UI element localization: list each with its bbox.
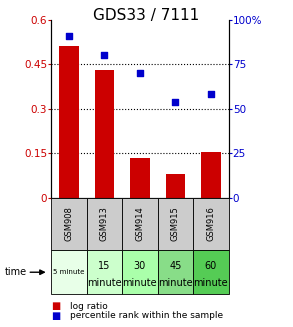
Text: GSM915: GSM915 xyxy=(171,207,180,241)
Text: time: time xyxy=(4,267,27,277)
Point xyxy=(102,53,107,58)
Bar xyxy=(193,198,229,250)
Point xyxy=(209,92,213,97)
Point xyxy=(67,33,71,38)
Text: GDS33 / 7111: GDS33 / 7111 xyxy=(93,8,200,23)
Point xyxy=(138,70,142,76)
Text: GSM914: GSM914 xyxy=(135,207,144,241)
Bar xyxy=(166,174,185,198)
Text: GSM913: GSM913 xyxy=(100,207,109,241)
Text: 5 minute: 5 minute xyxy=(53,269,85,275)
Text: 15: 15 xyxy=(98,261,111,271)
Text: 60: 60 xyxy=(205,261,217,271)
Bar xyxy=(122,250,158,294)
Bar xyxy=(87,198,122,250)
Text: ■: ■ xyxy=(51,311,61,320)
Text: ■: ■ xyxy=(51,301,61,311)
Text: 45: 45 xyxy=(169,261,182,271)
Bar xyxy=(193,250,229,294)
Bar xyxy=(122,198,158,250)
Bar xyxy=(59,46,79,198)
Text: 30: 30 xyxy=(134,261,146,271)
Point xyxy=(173,99,178,104)
Bar xyxy=(51,198,87,250)
Bar xyxy=(95,70,114,198)
Bar xyxy=(51,250,87,294)
Bar xyxy=(130,158,150,198)
Bar xyxy=(158,198,193,250)
Bar xyxy=(158,250,193,294)
Text: minute: minute xyxy=(158,278,193,288)
Text: GSM916: GSM916 xyxy=(206,207,215,241)
Bar xyxy=(201,152,221,198)
Bar xyxy=(87,250,122,294)
Text: minute: minute xyxy=(87,278,122,288)
Text: minute: minute xyxy=(193,278,228,288)
Text: minute: minute xyxy=(122,278,157,288)
Text: log ratio: log ratio xyxy=(70,302,108,311)
Text: percentile rank within the sample: percentile rank within the sample xyxy=(70,311,224,320)
Text: GSM908: GSM908 xyxy=(64,207,74,241)
